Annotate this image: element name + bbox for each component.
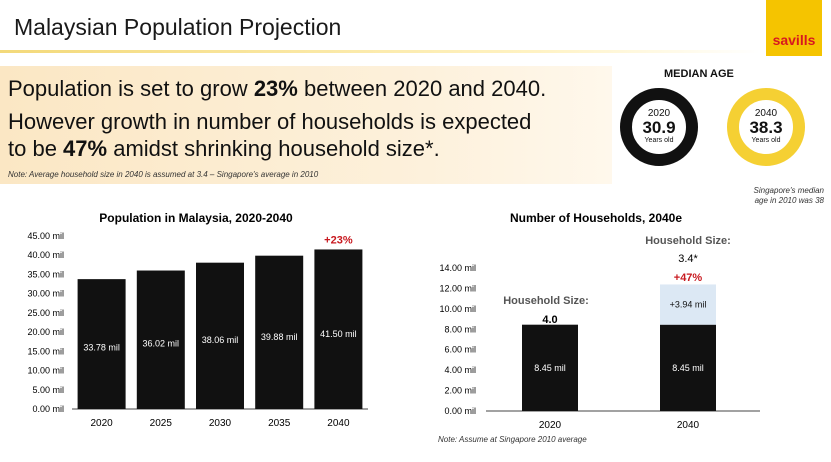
logo-text: savills [772, 32, 816, 48]
y-tick-label: 2.00 mil [444, 386, 476, 396]
household-size-2040-label: Household Size: [645, 235, 731, 247]
headline-line-2: However growth in number of households i… [8, 109, 532, 134]
y-tick-label: 40.00 mil [27, 250, 64, 260]
headline-highlight: 23% [253, 76, 298, 101]
median-age-unit: Years old [751, 137, 781, 144]
headline-line-1: Population is set to grow 23% between 20… [8, 76, 546, 102]
y-tick-label: 10.00 mil [439, 304, 476, 314]
y-tick-label: 0.00 mil [32, 404, 64, 414]
population-chart: Population in Malaysia, 2020-2040 0.00 m… [27, 211, 368, 429]
households-increase-bar [660, 284, 716, 325]
population-bar [196, 262, 244, 409]
y-tick-label: 15.00 mil [27, 346, 64, 356]
x-tick-label: 2025 [150, 418, 173, 429]
headline-line-3: to be 47% amidst shrinking household siz… [8, 136, 440, 162]
population-bar [77, 279, 126, 409]
x-tick-label: 2020 [539, 420, 562, 431]
median-age-year: 2040 [754, 108, 778, 119]
households-bar-label: 8.45 mil [672, 363, 704, 373]
household-size-2020-label: Household Size: [503, 295, 589, 307]
y-tick-label: 45.00 mil [27, 231, 64, 241]
headline-text: to be [8, 136, 64, 161]
median-age-year: 2020 [647, 108, 671, 119]
x-tick-label: 2040 [677, 420, 700, 431]
population-bar [136, 270, 185, 409]
headline-highlight: 47% [63, 136, 108, 161]
population-chart-title: Population in Malaysia, 2020-2040 [99, 211, 293, 225]
population-growth-label: +23% [324, 234, 353, 246]
singapore-median-note: Singapore's median age in 2010 was 38 [704, 186, 824, 206]
population-bar [314, 249, 363, 409]
note-line: age in 2010 was 38 [754, 196, 824, 205]
title-divider [0, 50, 760, 53]
y-tick-label: 4.00 mil [444, 365, 476, 375]
y-tick-label: 0.00 mil [444, 406, 476, 416]
y-tick-label: 6.00 mil [444, 345, 476, 355]
x-tick-label: 2020 [90, 418, 113, 429]
households-growth-label: +47% [674, 272, 703, 284]
note-line: Singapore's median [753, 186, 824, 195]
x-tick-label: 2030 [209, 418, 232, 429]
median-age-title: MEDIAN AGE [664, 68, 734, 80]
headline-text: amidst shrinking household size*. [107, 136, 440, 161]
y-tick-label: 35.00 mil [27, 269, 64, 279]
population-bar-label: 33.78 mil [83, 343, 120, 353]
savills-logo: savills [766, 0, 822, 56]
population-bar [255, 255, 304, 409]
households-chart: Number of Households, 2040e 0.00 mil 2.00… [438, 211, 760, 444]
y-tick-label: 20.00 mil [27, 327, 64, 337]
median-age-value: 38.3 [749, 118, 783, 137]
y-tick-label: 5.00 mil [32, 385, 64, 395]
y-tick-label: 10.00 mil [27, 366, 64, 376]
headline-text: between 2020 and 2040. [297, 76, 547, 101]
y-tick-label: 25.00 mil [27, 308, 64, 318]
y-tick-label: 30.00 mil [27, 289, 64, 299]
household-size-2040-value: 3.4* [678, 253, 698, 265]
y-tick-label: 12.00 mil [439, 283, 476, 293]
households-bar [660, 324, 716, 411]
y-tick-label: 14.00 mil [439, 263, 476, 273]
headline-note: Note: Average household size in 2040 is … [8, 170, 319, 179]
x-tick-label: 2040 [327, 418, 350, 429]
households-bar-label: 8.45 mil [534, 363, 566, 373]
headline-panel [0, 66, 612, 184]
households-bar [522, 324, 578, 411]
y-tick-label: 8.00 mil [444, 324, 476, 334]
households-chart-note: Note: Assume at Singapore 2010 average [438, 435, 587, 444]
headline-text: Population is set to grow [8, 76, 254, 101]
households-bar-label: +3.94 mil [670, 300, 707, 310]
population-bar-label: 39.88 mil [261, 332, 298, 342]
household-size-2020-value: 4.0 [542, 314, 557, 326]
population-bar-label: 38.06 mil [202, 335, 239, 345]
median-age-value: 30.9 [642, 118, 676, 137]
population-bar-label: 36.02 mil [143, 339, 180, 349]
page-title: Malaysian Population Projection [14, 14, 342, 40]
median-age-unit: Years old [644, 137, 674, 144]
x-tick-label: 2035 [268, 418, 291, 429]
population-bar-label: 41.50 mil [320, 329, 357, 339]
households-chart-title: Number of Households, 2040e [510, 211, 682, 225]
